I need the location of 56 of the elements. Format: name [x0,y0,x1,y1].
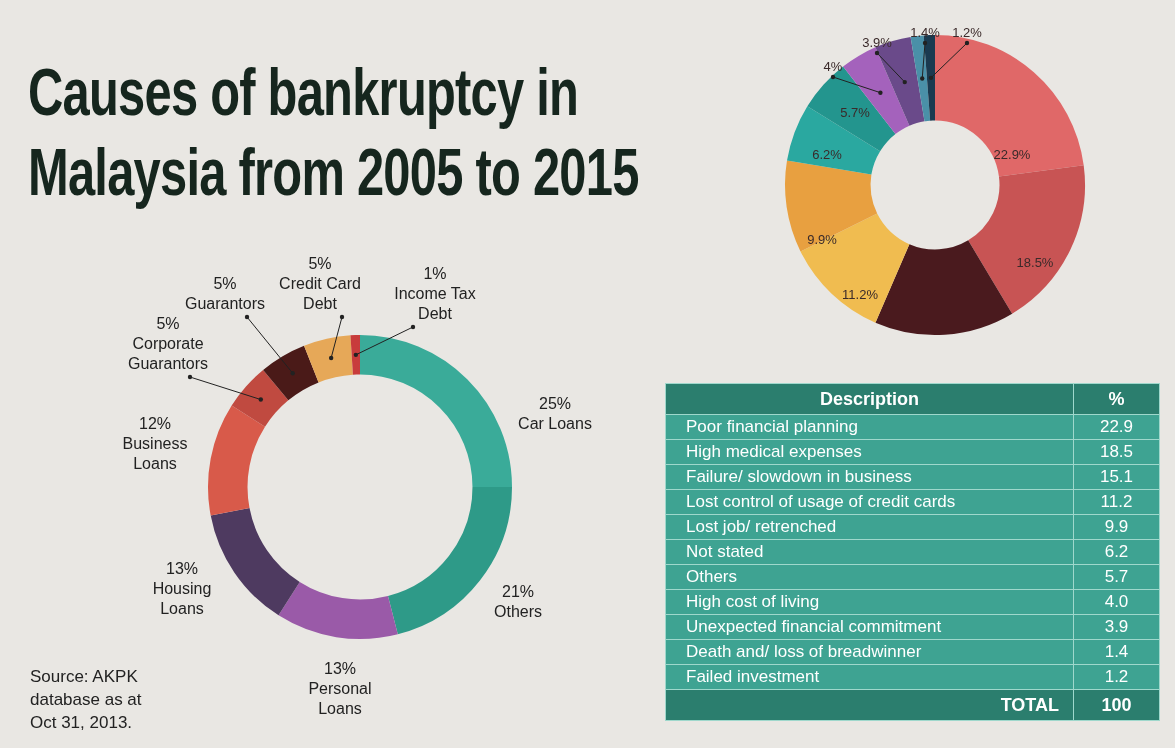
category-label: Others [665,564,1074,590]
slice-label: Car Loans [518,415,592,433]
data-label: 22.9% [993,146,1031,162]
category-label: Poor financial planning [665,414,1074,440]
category-label: Lost control of usage of credit cards [665,489,1074,515]
data-label: 5% [213,275,237,293]
slice-label: Business Loans [122,435,188,473]
text: 100 [1073,689,1160,721]
text: Description [665,383,1074,415]
category-label: Not stated [665,539,1074,565]
slice-label: Housing Loans [152,580,212,618]
data-label: 22.9 [1073,414,1160,440]
category-label: Unexpected financial commitment [665,614,1074,640]
data-label: 4.0 [1073,589,1160,615]
data-label: 9.9 [1073,514,1160,540]
category-label: High medical expenses [665,439,1074,465]
data-label: 1% [423,265,447,283]
slice-label: Others [493,603,543,621]
text: % [1073,383,1160,415]
data-label: 5.7% [840,104,871,120]
data-label: 5% [308,255,332,273]
category-label: Lost job/ retrenched [665,514,1074,540]
data-label: 6.2 [1073,539,1160,565]
data-label: 21% [501,583,535,601]
data-label: 1.4 [1073,639,1160,665]
data-label: 9.9% [807,231,838,247]
text: TOTAL [665,689,1074,721]
data-label: 11.2% [842,286,879,302]
data-label: 11.2 [1073,489,1160,515]
category-label: Death and/ loss of breadwinner [665,639,1074,665]
slice-label: Personal Loans [308,680,372,718]
data-label: 5.7 [1073,564,1160,590]
data-label: 4% [823,58,843,74]
data-label: 6.2% [812,146,843,162]
data-label: 3.9% [862,34,893,50]
category-label: Failure/ slowdown in business [665,464,1074,490]
data-label: 1.2% [952,24,983,40]
data-label: 12% [138,415,172,433]
data-label: 15.1 [1073,464,1160,490]
data-label: 18.5 [1073,439,1160,465]
slice-label: Guarantors [184,295,266,313]
data-label: 13% [165,560,199,578]
category-label: Failed investment [665,664,1074,690]
data-label: 1.2 [1073,664,1160,690]
category-label: High cost of living [665,589,1074,615]
data-label: 13% [323,660,357,678]
data-label: 18.5% [1016,254,1054,270]
data-label: 1.4% [910,24,941,40]
slice-label: Credit Card Debt [279,275,361,313]
data-label: 5% [156,315,180,333]
slice-label: Income Tax Debt [394,285,476,323]
chart-title: Causes of bankruptcy in Malaysia from 2005 to 2015 [28,54,640,211]
data-label: 25% [538,395,572,413]
source-note: Source: AKPK database as at Oct 31, 2013. [30,666,143,734]
data-label: 3.9 [1073,614,1160,640]
slice-label: Corporate Guarantors [127,335,209,373]
